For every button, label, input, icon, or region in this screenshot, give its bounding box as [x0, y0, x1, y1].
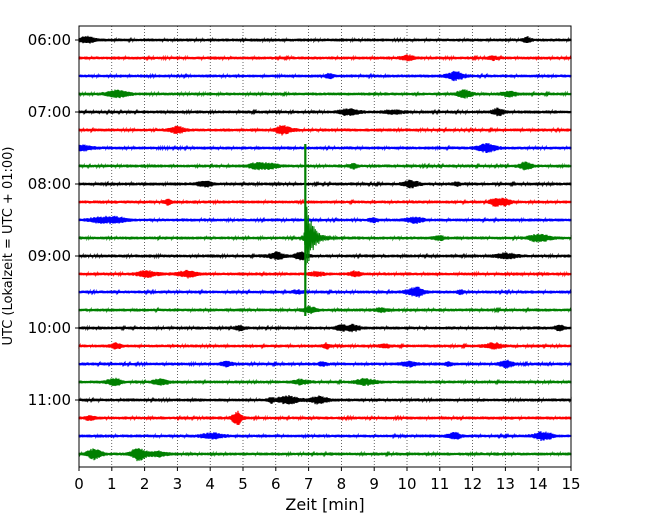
- x-tick-label: 2: [140, 475, 150, 493]
- trace-1030: [78, 359, 572, 369]
- x-tick-label: 0: [74, 475, 84, 493]
- y-tick-label: 11:00: [28, 391, 71, 409]
- y-tick-label: 09:00: [28, 247, 71, 265]
- x-tick-label: 15: [561, 475, 580, 493]
- y-axis-label: UTC (Lokalzeit = UTC + 01:00): [1, 147, 16, 346]
- x-tick-label: 1: [107, 475, 117, 493]
- trace-0645: [78, 89, 572, 99]
- trace-1100: [78, 395, 572, 405]
- x-tick-label: 14: [529, 475, 548, 493]
- x-tick-label: 7: [304, 475, 314, 493]
- trace-0830: [78, 215, 572, 225]
- trace-1045: [78, 377, 572, 387]
- x-tick-label: 8: [337, 475, 347, 493]
- trace-0730: [78, 143, 572, 153]
- trace-1145: [78, 448, 572, 462]
- x-tick-label: 11: [430, 475, 449, 493]
- x-tick-label: 4: [205, 475, 215, 493]
- x-tick-label: 3: [173, 475, 183, 493]
- trace-0600: [78, 35, 572, 44]
- trace-0800: [78, 179, 572, 189]
- trace-0945: [78, 305, 572, 315]
- y-tick-label: 06:00: [28, 31, 71, 49]
- trace-0715: [78, 125, 572, 136]
- trace-0900: [78, 251, 572, 261]
- x-tick-label: 6: [271, 475, 281, 493]
- trace-0930: [78, 286, 572, 298]
- event-coda: [300, 201, 342, 265]
- event-signal: [300, 144, 342, 316]
- x-tick-label: 13: [496, 475, 515, 493]
- x-tick-label: 10: [397, 475, 416, 493]
- trace-0915: [78, 269, 572, 279]
- trace-0630: [78, 70, 572, 82]
- y-tick-label: 10:00: [28, 319, 71, 337]
- plot-frame: [78, 25, 572, 468]
- trace-0615: [78, 54, 572, 62]
- x-tick-label: 12: [463, 475, 482, 493]
- trace-0815: [78, 197, 572, 207]
- x-axis-ticks: 0 1 2 3 4 5 6 7 8 9 10 11 12 13 14 15: [74, 467, 581, 493]
- trace-1115: [78, 410, 572, 426]
- trace-1015: [78, 342, 572, 350]
- y-tick-label: 07:00: [28, 103, 71, 121]
- trace-group: [78, 35, 572, 462]
- trace-0700: [78, 107, 572, 117]
- trace-0745: [78, 161, 572, 171]
- x-tick-label: 9: [369, 475, 379, 493]
- trace-1000: [78, 323, 572, 333]
- x-axis-label: Zeit [min]: [285, 495, 364, 514]
- y-axis-ticks: 06:00 07:00 08:00 09:00 10:00 11:00: [28, 31, 79, 409]
- trace-1130: [78, 431, 572, 442]
- y-tick-label: 08:00: [28, 175, 71, 193]
- x-tick-label: 5: [238, 475, 248, 493]
